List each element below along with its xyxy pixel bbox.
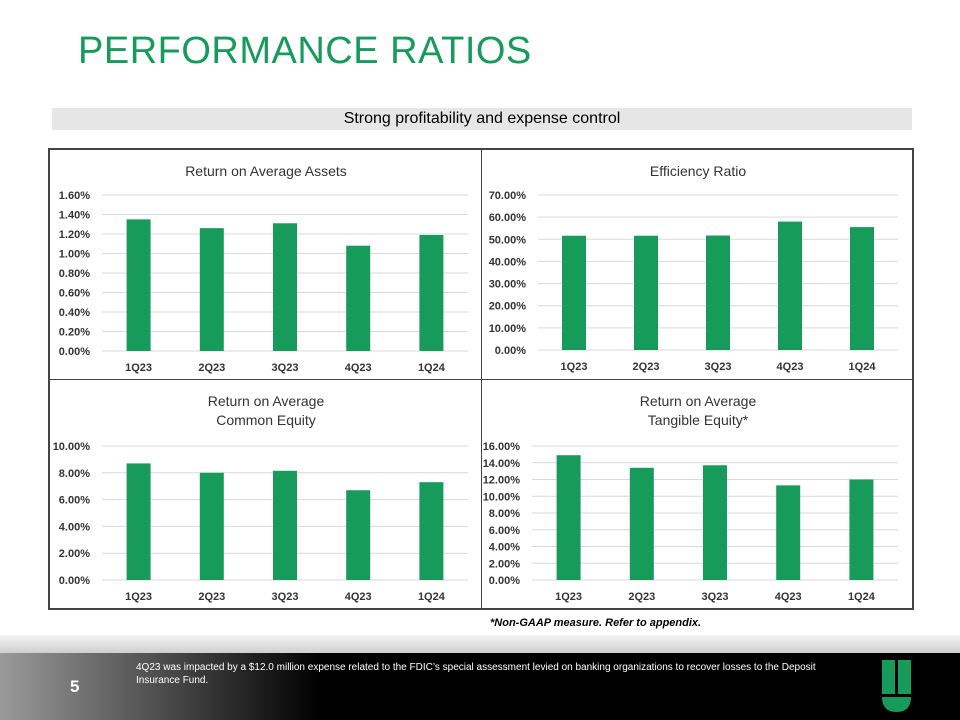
y-tick-label: 70.00% bbox=[489, 190, 527, 202]
chart-svg: Return on Average Tangible Equity* 0.00% 2.… bbox=[483, 393, 898, 603]
y-tick-label: 6.00% bbox=[489, 525, 520, 537]
chart-roace: Return on Average Common Equity 0.00% 2.00%… bbox=[50, 380, 482, 609]
y-tick-label: 50.00% bbox=[489, 234, 527, 246]
y-tick-label: 40.00% bbox=[489, 256, 527, 268]
bar bbox=[419, 234, 444, 351]
y-tick-label: 30.00% bbox=[489, 279, 527, 291]
chart-svg: Return on Average Common Equity 0.00% 2.00%… bbox=[53, 393, 468, 603]
y-tick-label: 1.40% bbox=[59, 210, 90, 222]
x-tick-label: 1Q23 bbox=[561, 361, 588, 373]
x-tick-label: 2Q23 bbox=[198, 591, 225, 603]
y-tick-label: 10.00% bbox=[483, 491, 521, 503]
y-tick-label: 1.00% bbox=[59, 249, 90, 261]
y-tick-label: 60.00% bbox=[489, 212, 527, 224]
chart-svg: Efficiency Ratio 0.00% 10.00% 20.00% 30.00% 4… bbox=[489, 163, 898, 373]
subtitle-banner: Strong profitability and expense control bbox=[52, 108, 912, 130]
x-tick-label: 3Q23 bbox=[705, 361, 732, 373]
chart-title: Common Equity bbox=[216, 412, 316, 428]
y-tick-label: 0.80% bbox=[59, 268, 90, 280]
y-tick-label: 8.00% bbox=[59, 468, 90, 480]
y-tick-label: 1.60% bbox=[59, 190, 90, 202]
y-tick-label: 2.00% bbox=[489, 558, 520, 570]
x-tick-label: 3Q23 bbox=[272, 591, 299, 603]
y-tick-label: 2.00% bbox=[59, 548, 90, 560]
bar bbox=[629, 467, 654, 580]
bar bbox=[346, 245, 371, 351]
x-tick-label: 2Q23 bbox=[628, 591, 655, 603]
bar bbox=[199, 228, 224, 351]
bar bbox=[556, 455, 581, 580]
x-tick-label: 2Q23 bbox=[198, 362, 225, 374]
y-tick-label: 0.00% bbox=[59, 346, 90, 358]
y-tick-label: 0.00% bbox=[59, 575, 90, 587]
x-tick-label: 4Q23 bbox=[775, 591, 802, 603]
chart-rotce: Return on Average Tangible Equity* 0.00% 2.… bbox=[482, 380, 913, 609]
y-tick-label: 0.60% bbox=[59, 288, 90, 300]
y-tick-label: 1.20% bbox=[59, 229, 90, 241]
y-tick-label: 16.00% bbox=[483, 441, 521, 453]
footnote: *Non-GAAP measure. Refer to appendix. bbox=[490, 617, 702, 629]
x-tick-label: 1Q24 bbox=[418, 362, 446, 374]
y-tick-label: 0.20% bbox=[59, 327, 90, 339]
page-title: PERFORMANCE RATIOS bbox=[78, 30, 532, 72]
x-tick-label: 1Q24 bbox=[848, 591, 876, 603]
bar bbox=[778, 221, 802, 350]
bar bbox=[703, 465, 727, 580]
bar bbox=[273, 470, 297, 580]
chart-title: Return on Average bbox=[208, 393, 325, 409]
bar bbox=[706, 235, 730, 350]
bar bbox=[562, 235, 586, 350]
bar bbox=[273, 223, 297, 351]
x-tick-label: 1Q23 bbox=[125, 362, 152, 374]
y-tick-label: 14.00% bbox=[483, 458, 521, 470]
chart-roaa: Return on Average Assets 0.00% 0.20% 0.40% 0… bbox=[50, 150, 482, 380]
footer bbox=[0, 653, 960, 720]
x-tick-label: 1Q23 bbox=[125, 591, 152, 603]
footer-band bbox=[0, 635, 960, 653]
x-tick-label: 3Q23 bbox=[272, 362, 299, 374]
x-tick-label: 4Q23 bbox=[345, 591, 372, 603]
chart-title: Return on Average bbox=[640, 393, 757, 409]
x-tick-label: 1Q24 bbox=[418, 591, 446, 603]
x-tick-label: 2Q23 bbox=[633, 361, 660, 373]
y-tick-label: 10.00% bbox=[489, 323, 527, 335]
charts-grid: Return on Average Assets 0.00% 0.20% 0.40% 0… bbox=[48, 148, 914, 610]
chart-title: Tangible Equity* bbox=[648, 412, 749, 428]
bar bbox=[346, 490, 371, 580]
y-tick-label: 8.00% bbox=[489, 508, 520, 520]
x-tick-label: 3Q23 bbox=[702, 591, 729, 603]
y-tick-label: 0.40% bbox=[59, 307, 90, 319]
chart-title: Efficiency Ratio bbox=[650, 163, 746, 179]
y-tick-label: 6.00% bbox=[59, 495, 90, 507]
company-logo-icon bbox=[882, 660, 911, 712]
chart-title: Return on Average Assets bbox=[185, 163, 347, 179]
x-tick-label: 4Q23 bbox=[345, 362, 372, 374]
bar bbox=[199, 472, 224, 580]
y-tick-label: 0.00% bbox=[489, 575, 520, 587]
x-tick-label: 1Q23 bbox=[555, 591, 582, 603]
bar bbox=[419, 482, 444, 580]
page-number: 5 bbox=[70, 677, 80, 696]
bar bbox=[776, 485, 801, 580]
y-tick-label: 12.00% bbox=[483, 475, 521, 487]
y-tick-label: 4.00% bbox=[59, 521, 90, 533]
y-tick-label: 4.00% bbox=[489, 542, 520, 554]
bar bbox=[126, 463, 151, 580]
bar bbox=[126, 219, 151, 351]
bar bbox=[849, 479, 874, 580]
chart-efficiency-ratio: Efficiency Ratio 0.00% 10.00% 20.00% 30.00% 4… bbox=[482, 150, 913, 380]
x-tick-label: 1Q24 bbox=[849, 361, 877, 373]
footer-text: 4Q23 was impacted by a $12.0 million exp… bbox=[136, 662, 816, 686]
chart-svg: Return on Average Assets 0.00% 0.20% 0.40% 0… bbox=[59, 163, 468, 374]
x-tick-label: 4Q23 bbox=[777, 361, 804, 373]
y-tick-label: 0.00% bbox=[495, 345, 526, 357]
bar bbox=[634, 235, 658, 350]
y-tick-label: 10.00% bbox=[53, 441, 91, 453]
y-tick-label: 20.00% bbox=[489, 301, 527, 313]
bar bbox=[850, 227, 874, 350]
